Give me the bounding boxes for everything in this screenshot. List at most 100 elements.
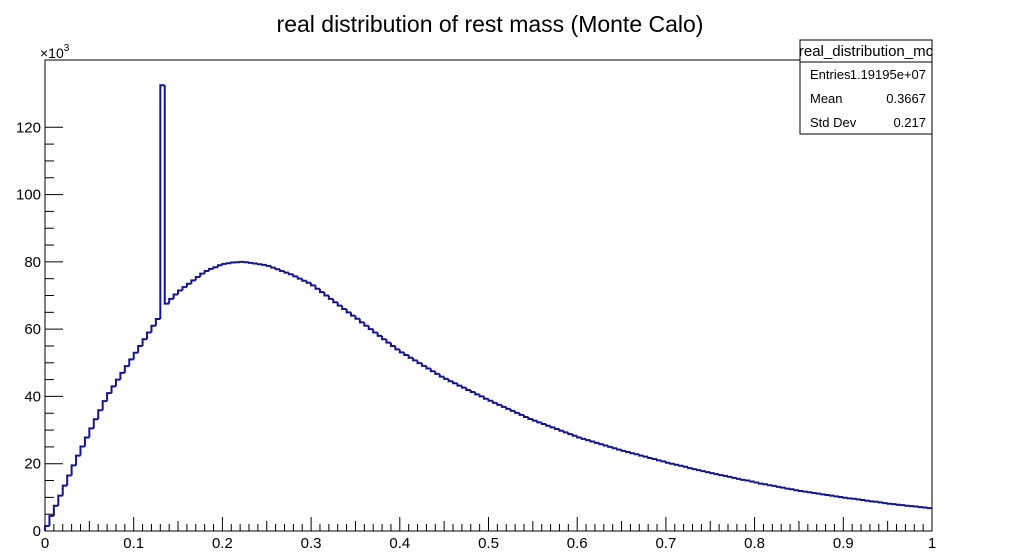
histogram-bin xyxy=(318,288,325,294)
x-tick-label: 0.6 xyxy=(567,535,588,552)
histogram-bin xyxy=(137,344,143,353)
histogram-bin xyxy=(478,394,485,398)
histogram-bin xyxy=(904,504,910,507)
histogram-bin xyxy=(642,455,649,458)
x-tick-label: 1 xyxy=(928,535,936,552)
histogram-bin xyxy=(722,474,728,477)
histogram-bin xyxy=(638,454,644,457)
histogram-bin xyxy=(567,432,573,436)
histogram-bin xyxy=(882,502,888,505)
histogram-bin xyxy=(75,454,81,466)
histogram-bin xyxy=(815,492,822,495)
histogram-bin xyxy=(332,298,338,304)
histogram-bin xyxy=(554,427,560,431)
histogram-bin xyxy=(168,297,174,304)
histogram-bin xyxy=(256,263,263,266)
multiplier-base: ×10 xyxy=(40,45,64,61)
stats-frame xyxy=(799,39,933,135)
x-tick-label: 0.4 xyxy=(389,535,410,552)
histogram-bin xyxy=(624,450,631,453)
histogram-bin xyxy=(363,322,369,327)
histogram-bin xyxy=(292,274,298,278)
histogram-bin xyxy=(465,387,471,392)
histogram-bin xyxy=(372,329,378,334)
histogram-bin xyxy=(607,445,613,448)
histogram-bin xyxy=(660,460,666,463)
histogram-bin xyxy=(709,472,715,475)
stats-value: 0.3667 xyxy=(886,91,926,106)
histogram-bin xyxy=(824,494,830,497)
y-tick-label: 100 xyxy=(16,187,41,204)
histogram-bin xyxy=(500,404,507,408)
histogram-bin xyxy=(695,469,702,472)
histogram-bin xyxy=(132,351,139,360)
histogram-bin xyxy=(79,445,85,456)
histogram-bin xyxy=(141,338,148,346)
histogram-bin xyxy=(230,261,236,264)
histogram-bin xyxy=(354,315,360,320)
histogram-bin xyxy=(828,494,835,497)
histogram-bin xyxy=(88,427,94,438)
histogram-bin xyxy=(66,474,72,486)
histogram-bin xyxy=(700,470,706,473)
histogram-bin xyxy=(766,484,773,487)
histogram-bin xyxy=(647,456,653,459)
histogram-bin xyxy=(181,286,187,291)
histogram-bin xyxy=(602,444,609,447)
histogram-bin xyxy=(110,385,116,394)
histogram-bin xyxy=(527,416,533,420)
histogram-bin xyxy=(225,262,232,265)
histogram-bin xyxy=(806,491,813,494)
histogram-bin xyxy=(185,282,192,288)
histogram-bin xyxy=(802,490,808,493)
histogram-bin xyxy=(208,267,214,271)
histogram-bin xyxy=(691,468,697,471)
histogram-bin xyxy=(518,412,524,416)
histogram-bin xyxy=(505,406,511,410)
histogram-bin xyxy=(128,358,134,367)
histogram-bin xyxy=(877,501,884,504)
histogram-bin xyxy=(327,295,334,300)
histogram-bin xyxy=(726,475,733,478)
stats-value: 1.19195e+07 xyxy=(850,67,926,82)
histogram-bin xyxy=(358,318,365,324)
histogram-bin xyxy=(407,355,414,359)
histogram-bin xyxy=(452,381,458,385)
histogram-bin xyxy=(221,262,227,266)
histogram-bin xyxy=(673,463,680,466)
histogram-bin xyxy=(633,453,640,456)
histogram-bin xyxy=(199,272,205,277)
histogram-bin xyxy=(381,335,387,341)
histogram-bin xyxy=(735,477,742,480)
histogram-bin xyxy=(270,265,276,269)
histogram-bin xyxy=(589,440,595,443)
histogram-bin xyxy=(429,368,436,373)
stats-value: 0.217 xyxy=(893,115,926,130)
histogram-bin xyxy=(398,349,405,354)
x-tick-label: 0.3 xyxy=(301,535,322,552)
histogram-bin xyxy=(820,493,826,496)
stats-label: Std Dev xyxy=(810,115,857,130)
histogram-bin xyxy=(629,451,635,455)
histogram-bin xyxy=(301,278,307,282)
x-tick-label: 0.2 xyxy=(212,535,233,552)
histogram-bin xyxy=(895,503,901,506)
stats-label: Entries xyxy=(810,67,851,82)
y-tick-label: 80 xyxy=(24,254,41,271)
histogram-bin xyxy=(713,473,720,476)
histogram-bin xyxy=(540,422,547,426)
chart-title: real distribution of rest mass (Monte Ca… xyxy=(277,11,704,37)
histogram-bin xyxy=(833,495,839,498)
y-tick-label: 60 xyxy=(24,321,41,338)
histogram-bin xyxy=(837,496,844,499)
stats-label: Mean xyxy=(810,91,843,106)
histogram-bin xyxy=(265,264,272,267)
histogram-bin xyxy=(92,418,99,429)
histogram-bin xyxy=(753,481,760,484)
histogram-bin xyxy=(48,514,54,526)
histogram-bin xyxy=(793,489,799,492)
y-multiplier: ×103 xyxy=(40,43,70,61)
histogram-bin xyxy=(341,305,347,310)
histogram-bin xyxy=(252,262,258,265)
